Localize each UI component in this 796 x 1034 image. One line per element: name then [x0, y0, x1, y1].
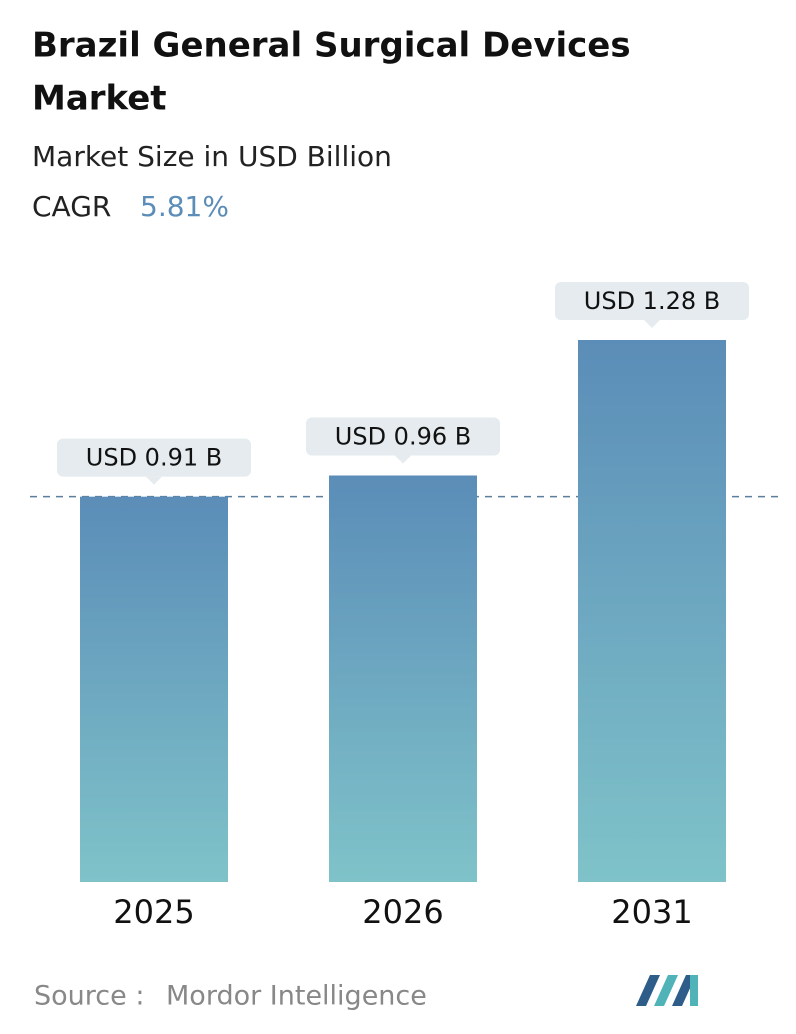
bar: [80, 496, 228, 882]
chart-title: Brazil General Surgical Devices: [32, 26, 631, 66]
logo: [636, 975, 698, 1006]
label-bubble: [306, 417, 500, 456]
value-label: USD 0.91 B: [86, 444, 222, 472]
x-tick-label: 2025: [113, 893, 194, 931]
x-tick-label: 2026: [362, 893, 443, 931]
value-label: USD 1.28 B: [584, 287, 720, 315]
label-pointer: [146, 476, 162, 485]
cagr-label: CAGR: [32, 190, 111, 223]
chart-title: Market: [32, 79, 167, 119]
chart-subtitle: Market Size in USD Billion: [32, 140, 392, 173]
x-tick-label: 2031: [611, 893, 692, 931]
cagr-value: 5.81%: [140, 190, 229, 223]
value-label: USD 0.96 B: [335, 423, 471, 451]
source-label: Source :: [34, 981, 144, 1012]
label-bubble: [57, 438, 251, 477]
label-pointer: [644, 320, 660, 328]
label-bubble: [555, 282, 749, 320]
source-name: Mordor Intelligence: [166, 981, 427, 1012]
label-pointer: [395, 455, 411, 464]
bar: [329, 475, 477, 882]
bar: [578, 340, 726, 882]
